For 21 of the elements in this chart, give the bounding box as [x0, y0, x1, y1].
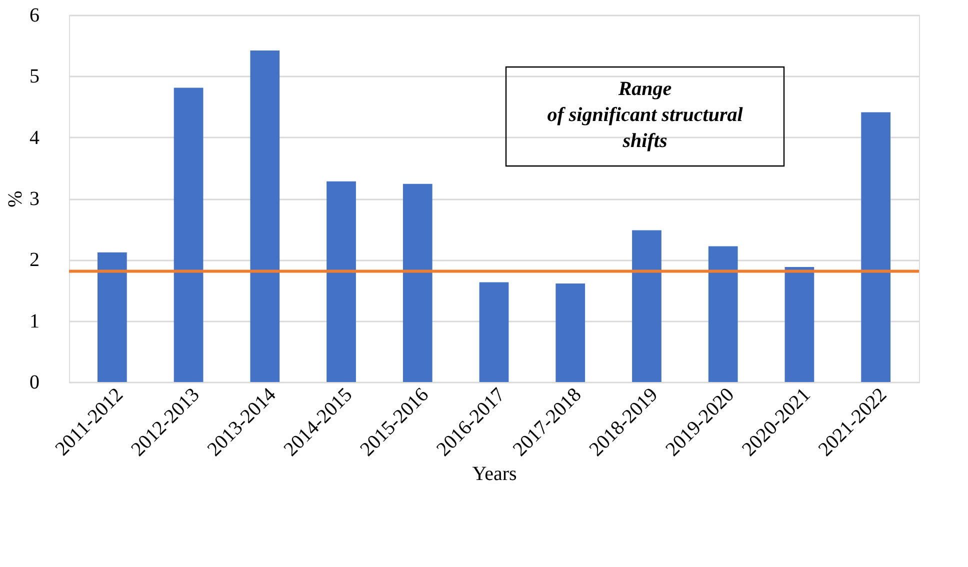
bar	[632, 230, 662, 382]
bar	[861, 112, 890, 382]
y-axis-title: %	[4, 190, 26, 208]
bar	[250, 50, 280, 382]
bar	[708, 246, 738, 382]
annotation: Range of significant structural shifts	[547, 78, 744, 152]
y-tick-label: 6	[30, 4, 40, 26]
bar	[98, 252, 127, 382]
y-tick-label: 4	[30, 126, 40, 149]
y-tick-label: 2	[30, 249, 40, 272]
y-tick-label: 5	[30, 66, 40, 88]
bar	[784, 267, 814, 382]
y-tick-label: 1	[30, 310, 40, 332]
bar	[479, 282, 509, 382]
bar	[326, 181, 356, 382]
x-axis-title: Years	[472, 462, 518, 485]
bar	[174, 88, 204, 382]
y-tick-label: 3	[30, 188, 40, 210]
bar	[556, 284, 586, 382]
bar	[402, 184, 432, 382]
y-tick-label: 0	[30, 372, 40, 394]
